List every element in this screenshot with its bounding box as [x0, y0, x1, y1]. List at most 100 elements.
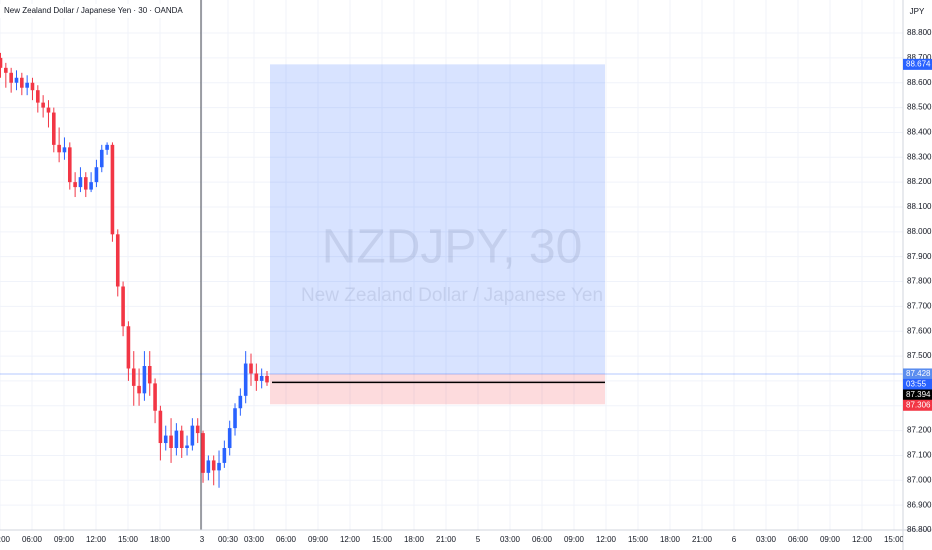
candle-body [25, 82, 29, 88]
candle-body [83, 177, 88, 190]
candle-body [62, 147, 67, 153]
y-tick-label: 88.600 [907, 78, 932, 87]
y-tick-label: 87.200 [907, 426, 932, 435]
x-tick-label: 15:00 [884, 535, 905, 544]
candle-body [217, 462, 221, 471]
chart-title: New Zealand Dollar / Japanese Yen · 30 ·… [4, 6, 183, 15]
candle-body [52, 112, 56, 145]
x-tick-label: 03:00 [0, 535, 11, 544]
candle-body [46, 107, 51, 113]
candle-body [0, 57, 3, 68]
candle-body [227, 428, 232, 449]
candle-body [9, 72, 13, 83]
candle-body [41, 102, 45, 108]
target-label: 88.674 [906, 59, 931, 68]
x-tick-label: 15:00 [372, 535, 393, 544]
watermark-name: New Zealand Dollar / Japanese Yen [301, 285, 603, 306]
candle-body [78, 177, 83, 188]
last-price-label: 87.394 [906, 390, 931, 399]
x-tick-label: 12:00 [340, 535, 361, 544]
candle-body [158, 410, 163, 444]
candle-body [142, 366, 147, 394]
candle-body [222, 448, 227, 463]
candle-body [131, 368, 136, 386]
y-tick-label: 87.000 [907, 475, 932, 484]
entry-label-bg [903, 368, 932, 380]
target-zone [270, 64, 605, 374]
candle-body [179, 430, 184, 449]
x-tick-label: 03:00 [756, 535, 777, 544]
y-tick-label: 88.500 [907, 103, 932, 112]
x-tick-label: 06:00 [276, 535, 297, 544]
candle-body [201, 433, 205, 473]
x-tick-label: 09:00 [564, 535, 585, 544]
countdown-label-bg [903, 378, 932, 390]
y-tick-label: 88.100 [907, 202, 932, 211]
x-tick-label: 18:00 [404, 535, 425, 544]
x-tick-label: 00:30 [218, 535, 239, 544]
y-tick-label: 88.400 [907, 128, 932, 137]
x-tick-label: 09:00 [54, 535, 75, 544]
y-tick-label: 86.800 [907, 525, 932, 534]
candle-body [185, 445, 189, 449]
target-label-bg [903, 58, 932, 70]
candle-body [265, 375, 269, 383]
x-tick-label: 12:00 [86, 535, 107, 544]
candle-body [249, 363, 253, 374]
currency: JPY [910, 7, 925, 16]
candle-body [233, 408, 237, 429]
candle-body [126, 326, 131, 369]
time-axis: 03:00 06:00 09:00 12:00 15:00 18:00 3 00:30 03:0… [0, 535, 905, 544]
candle-body [206, 460, 211, 473]
y-tick-label: 87.600 [907, 326, 932, 335]
x-tick-label: 06:00 [788, 535, 809, 544]
candle-body [89, 182, 93, 190]
stop-zone [270, 373, 605, 405]
candle-body [137, 385, 141, 394]
x-tick-label: 06:00 [22, 535, 43, 544]
entry-label: 87.428 [906, 369, 931, 378]
candle-body [195, 425, 200, 434]
x-tick-label: 03:00 [500, 535, 521, 544]
x-tick-label: 06:00 [532, 535, 553, 544]
candle-body [99, 149, 104, 168]
candle-body [57, 144, 61, 153]
candle-body [174, 430, 179, 449]
x-tick-label: 21:00 [436, 535, 457, 544]
candle-body [243, 363, 248, 396]
candle-body [153, 383, 157, 411]
y-tick-label: 88.000 [907, 227, 932, 236]
x-tick-label: 09:00 [308, 535, 329, 544]
x-tick-label: 15:00 [628, 535, 649, 544]
x-tick-label: 18:00 [660, 535, 681, 544]
title-bg [0, 4, 190, 18]
candle-body [169, 435, 173, 449]
watermark-symbol: NZDJPY, 30 [322, 221, 583, 274]
y-tick-label: 88.700 [907, 53, 932, 62]
candle-body [110, 144, 115, 235]
candle-body [20, 77, 24, 88]
candle-body [259, 375, 264, 381]
candle-body [67, 147, 72, 183]
x-tick-label: 3 [200, 535, 205, 544]
x-tick-label: 12:00 [852, 535, 873, 544]
y-tick-label: 88.200 [907, 177, 932, 186]
y-tick-label: 88.300 [907, 152, 932, 161]
y-tick-label: 87.700 [907, 301, 932, 310]
x-tick-label: 09:00 [820, 535, 841, 544]
price-axis: 86.80086.90087.00087.10087.20087.30087.4… [907, 28, 932, 534]
position-tool[interactable] [0, 64, 903, 405]
candle-body [238, 395, 243, 409]
x-tick-label: 15:00 [118, 535, 139, 544]
y-tick-label: 88.800 [907, 28, 932, 37]
candle-body [14, 77, 19, 83]
x-tick-label: 6 [732, 535, 737, 544]
x-tick-label: 03:00 [244, 535, 265, 544]
x-tick-label: 5 [476, 535, 481, 544]
candle-body [147, 366, 152, 384]
candle-body [36, 90, 40, 103]
grid [0, 0, 903, 530]
